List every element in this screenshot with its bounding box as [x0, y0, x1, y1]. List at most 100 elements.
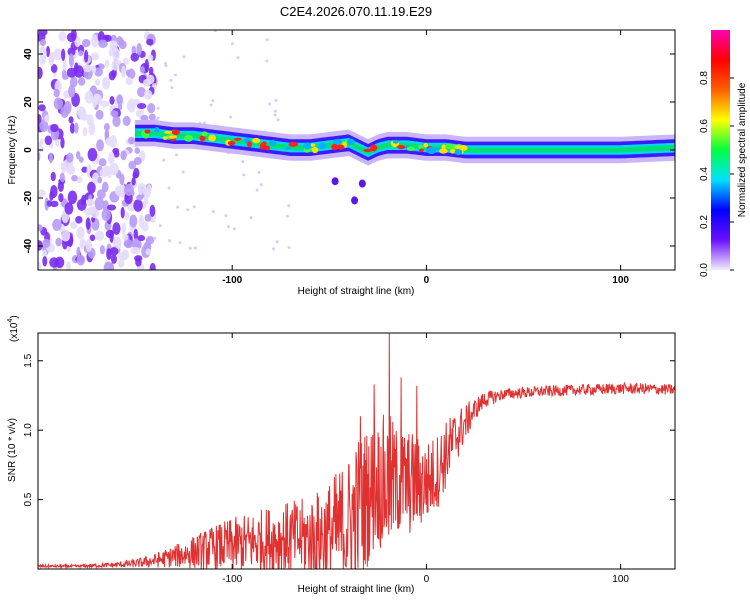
noise-blob — [50, 64, 58, 73]
noise-blob — [59, 172, 65, 183]
noise-blob — [108, 162, 119, 176]
noise-dot — [273, 109, 277, 113]
ridge-hotspot — [288, 141, 299, 147]
noise-blob — [137, 235, 146, 242]
noise-dot — [156, 116, 160, 120]
ridge-hotspot — [183, 135, 194, 142]
snr-y-tick-label: 1.0 — [23, 423, 34, 437]
noise-blob — [104, 59, 109, 68]
noise-blob — [88, 206, 98, 215]
noise-blob — [38, 189, 46, 198]
noise-blob — [130, 52, 140, 62]
noise-blob — [146, 74, 155, 85]
noise-dot — [175, 153, 179, 157]
noise-blob — [75, 215, 83, 224]
noise-blob — [76, 176, 83, 184]
noise-dot — [268, 102, 272, 106]
noise-blob — [133, 199, 143, 212]
noise-blob — [78, 50, 84, 57]
noise-blob — [96, 139, 104, 152]
noise-dot — [241, 159, 245, 163]
ridge-hotspot — [370, 144, 378, 152]
noise-blob — [140, 114, 149, 122]
heatmap-y-tick-label: 40 — [23, 48, 34, 60]
noise-blob — [126, 102, 134, 111]
noise-blob — [94, 196, 105, 211]
noise-blob — [127, 136, 136, 145]
noise-blob — [147, 103, 156, 114]
noise-dot — [274, 98, 278, 102]
noise-blob — [149, 262, 156, 270]
ridge-hotspot — [454, 149, 463, 156]
noise-dot — [211, 99, 215, 103]
noise-blob — [103, 123, 110, 132]
ridge-hotspot — [418, 144, 424, 149]
ridge-hotspot — [247, 141, 252, 148]
noise-blob — [85, 238, 93, 253]
noise-blob — [132, 172, 138, 179]
noise-blob — [58, 31, 67, 42]
noise-blob — [144, 58, 150, 73]
noise-blob — [39, 119, 49, 132]
noise-blob — [91, 52, 99, 61]
noise-blob — [103, 80, 110, 88]
noise-blob — [61, 48, 66, 61]
noise-blob — [74, 62, 79, 74]
noise-dot — [173, 73, 177, 77]
noise-dot — [192, 205, 196, 209]
noise-dot — [181, 170, 185, 174]
noise-blob — [125, 69, 131, 76]
noise-blob — [61, 229, 71, 242]
noise-dot — [259, 183, 263, 187]
noise-blob — [52, 218, 62, 231]
noise-blob — [108, 262, 115, 270]
noise-dot — [224, 213, 228, 217]
noise-blob — [119, 173, 125, 185]
noise-blob — [53, 48, 63, 61]
snr-x-tick-label: 100 — [612, 574, 629, 585]
noise-blob — [146, 38, 154, 46]
noise-dot — [156, 106, 160, 110]
noise-dot — [287, 204, 291, 208]
noise-dot — [203, 121, 207, 125]
noise-blob — [49, 257, 59, 268]
noise-dot — [178, 241, 182, 245]
noise-blob — [38, 240, 43, 251]
noise-blob — [89, 234, 96, 242]
ridge-hotspot — [162, 136, 168, 140]
noise-blob — [38, 261, 42, 270]
snr-series-line — [38, 333, 675, 569]
noise-blob — [106, 248, 112, 260]
noise-dot — [182, 55, 186, 59]
snr-scale-base: (x10 — [9, 322, 20, 342]
noise-blob — [38, 114, 42, 124]
snr-scale-close: ) — [9, 315, 20, 318]
noise-blob — [70, 30, 77, 41]
noise-blob — [85, 217, 91, 230]
colorbar-bar — [711, 30, 730, 270]
heatmap-y-ticks: -40 -20 0 20 40 — [23, 48, 675, 253]
noise-blob — [79, 112, 89, 121]
snr-x-ticks: -100 0 100 — [222, 333, 629, 585]
noise-blob — [128, 160, 137, 170]
ridge-hotspot — [311, 146, 319, 154]
noise-dot — [242, 173, 246, 177]
heatmap-x-label: Height of straight line (km) — [298, 286, 415, 297]
noise-blob — [136, 194, 144, 201]
noise-blob — [53, 88, 60, 98]
noise-blob — [122, 234, 129, 241]
noise-blob — [38, 145, 45, 153]
colorbar-tick-label: 0.4 — [699, 167, 710, 181]
noise-dot — [227, 225, 231, 229]
noise-blob — [48, 152, 53, 164]
noise-blob — [105, 229, 115, 239]
noise-blob — [64, 202, 74, 215]
noise-blob — [62, 59, 67, 73]
ridge-hotspot — [423, 142, 429, 148]
noise-blob — [38, 151, 41, 162]
noise-dot — [186, 208, 190, 212]
noise-blob — [55, 139, 60, 147]
noise-blob — [84, 90, 94, 104]
noise-dot — [257, 170, 261, 174]
